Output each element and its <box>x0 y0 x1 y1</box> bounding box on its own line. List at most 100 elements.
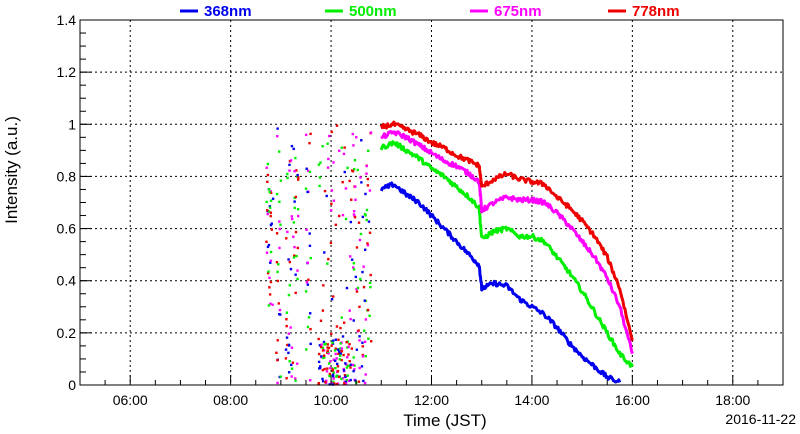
scatter-point <box>341 180 344 184</box>
scatter-point <box>344 382 348 385</box>
scatter-point <box>352 210 356 213</box>
scatter-point <box>296 246 300 250</box>
scatter-point <box>290 215 294 218</box>
scatter-point <box>345 366 349 369</box>
scatter-point <box>318 176 322 179</box>
scatter-point <box>278 246 281 250</box>
scatter-point <box>329 366 332 370</box>
scatter-point <box>323 189 327 193</box>
scatter-point <box>352 356 355 359</box>
series-line <box>379 140 634 368</box>
y-tick-label: 1 <box>68 116 76 132</box>
scatter-point <box>271 197 275 200</box>
scatter-point <box>346 166 349 170</box>
scatter-point <box>308 379 312 382</box>
scatter-point <box>362 265 365 268</box>
scatter-point <box>329 360 332 363</box>
scatter-point <box>369 285 372 289</box>
scatter-point <box>276 127 279 130</box>
scatter-point <box>296 269 299 272</box>
scatter-point <box>286 172 289 176</box>
scatter-point <box>366 242 369 245</box>
scatter-point <box>353 214 356 217</box>
scatter-point <box>350 258 354 261</box>
scatter-point <box>332 161 335 164</box>
scatter-point <box>266 245 270 249</box>
scatter-point <box>354 275 357 279</box>
x-axis-title: Time (JST) <box>403 411 486 430</box>
scatter-point <box>309 132 312 136</box>
x-tick-label: 12:00 <box>414 392 449 408</box>
scatter-point <box>331 380 335 384</box>
scatter-point <box>287 332 291 335</box>
scatter-point <box>305 228 308 231</box>
scatter-point <box>366 308 370 312</box>
y-tick-label: 0.4 <box>57 273 77 289</box>
scatter-point <box>308 232 311 235</box>
scatter-point <box>341 213 345 217</box>
scatter-point <box>304 290 308 293</box>
scatter-point <box>290 367 294 370</box>
scatter-point <box>294 156 297 160</box>
scatter-point <box>265 240 268 243</box>
scatter-point <box>353 364 356 367</box>
scatter-point <box>348 342 351 346</box>
scatter-point <box>292 221 296 224</box>
scatter-point <box>287 258 290 261</box>
series-lines <box>379 120 634 384</box>
scatter-point <box>354 185 357 188</box>
y-tick-label: 0.8 <box>57 168 77 184</box>
scatter-point <box>362 379 365 383</box>
scatter-point <box>269 214 272 218</box>
scatter-point <box>290 217 294 221</box>
scatter-point <box>276 135 279 138</box>
scatter-point <box>365 164 368 168</box>
series-line <box>379 120 634 342</box>
scatter-point <box>290 375 293 378</box>
scatter-point <box>344 375 347 379</box>
scatter-point <box>332 377 335 380</box>
y-tick-label: 1.2 <box>57 64 77 80</box>
scatter-point <box>331 339 335 342</box>
scatter-point <box>266 271 270 275</box>
scatter-point <box>336 362 339 366</box>
scatter-point <box>353 368 356 371</box>
scatter-point <box>357 380 361 383</box>
scatter-point <box>337 375 341 379</box>
scatter-point <box>366 243 370 247</box>
scatter-point <box>330 332 333 336</box>
x-tick-label: 08:00 <box>213 392 248 408</box>
scatter-point <box>294 291 297 295</box>
scatter-point <box>367 149 370 152</box>
scatter-point <box>346 364 349 368</box>
scatter-point <box>305 281 309 284</box>
legend-label: 778nm <box>632 3 680 20</box>
scatter-point <box>358 238 362 242</box>
scatter-point <box>317 360 321 364</box>
scatter-point <box>286 343 289 347</box>
scatter-point <box>320 343 323 346</box>
scatter-point <box>279 375 282 378</box>
scatter-point <box>335 124 339 127</box>
scatter-point <box>285 237 288 240</box>
scatter-point <box>327 346 331 350</box>
scatter-point <box>285 311 289 314</box>
series-368nm <box>379 181 622 384</box>
scatter-point <box>353 216 357 219</box>
y-tick-label: 0 <box>68 377 76 393</box>
scatter-point <box>367 337 370 340</box>
scatter-point <box>351 266 355 269</box>
scatter-point <box>337 350 341 353</box>
y-tick-label: 0.6 <box>57 221 77 237</box>
scatter-point <box>266 173 270 177</box>
scatter-point <box>340 358 343 362</box>
scatter-point <box>290 144 294 148</box>
scatter-point <box>362 329 366 332</box>
scatter-point <box>289 326 292 329</box>
y-tick-label: 0.2 <box>57 325 77 341</box>
scatter-point <box>317 381 320 385</box>
scatter-point <box>343 146 346 149</box>
scatter-point <box>332 199 336 202</box>
scatter-point <box>332 375 335 378</box>
scatter-point <box>275 351 278 354</box>
